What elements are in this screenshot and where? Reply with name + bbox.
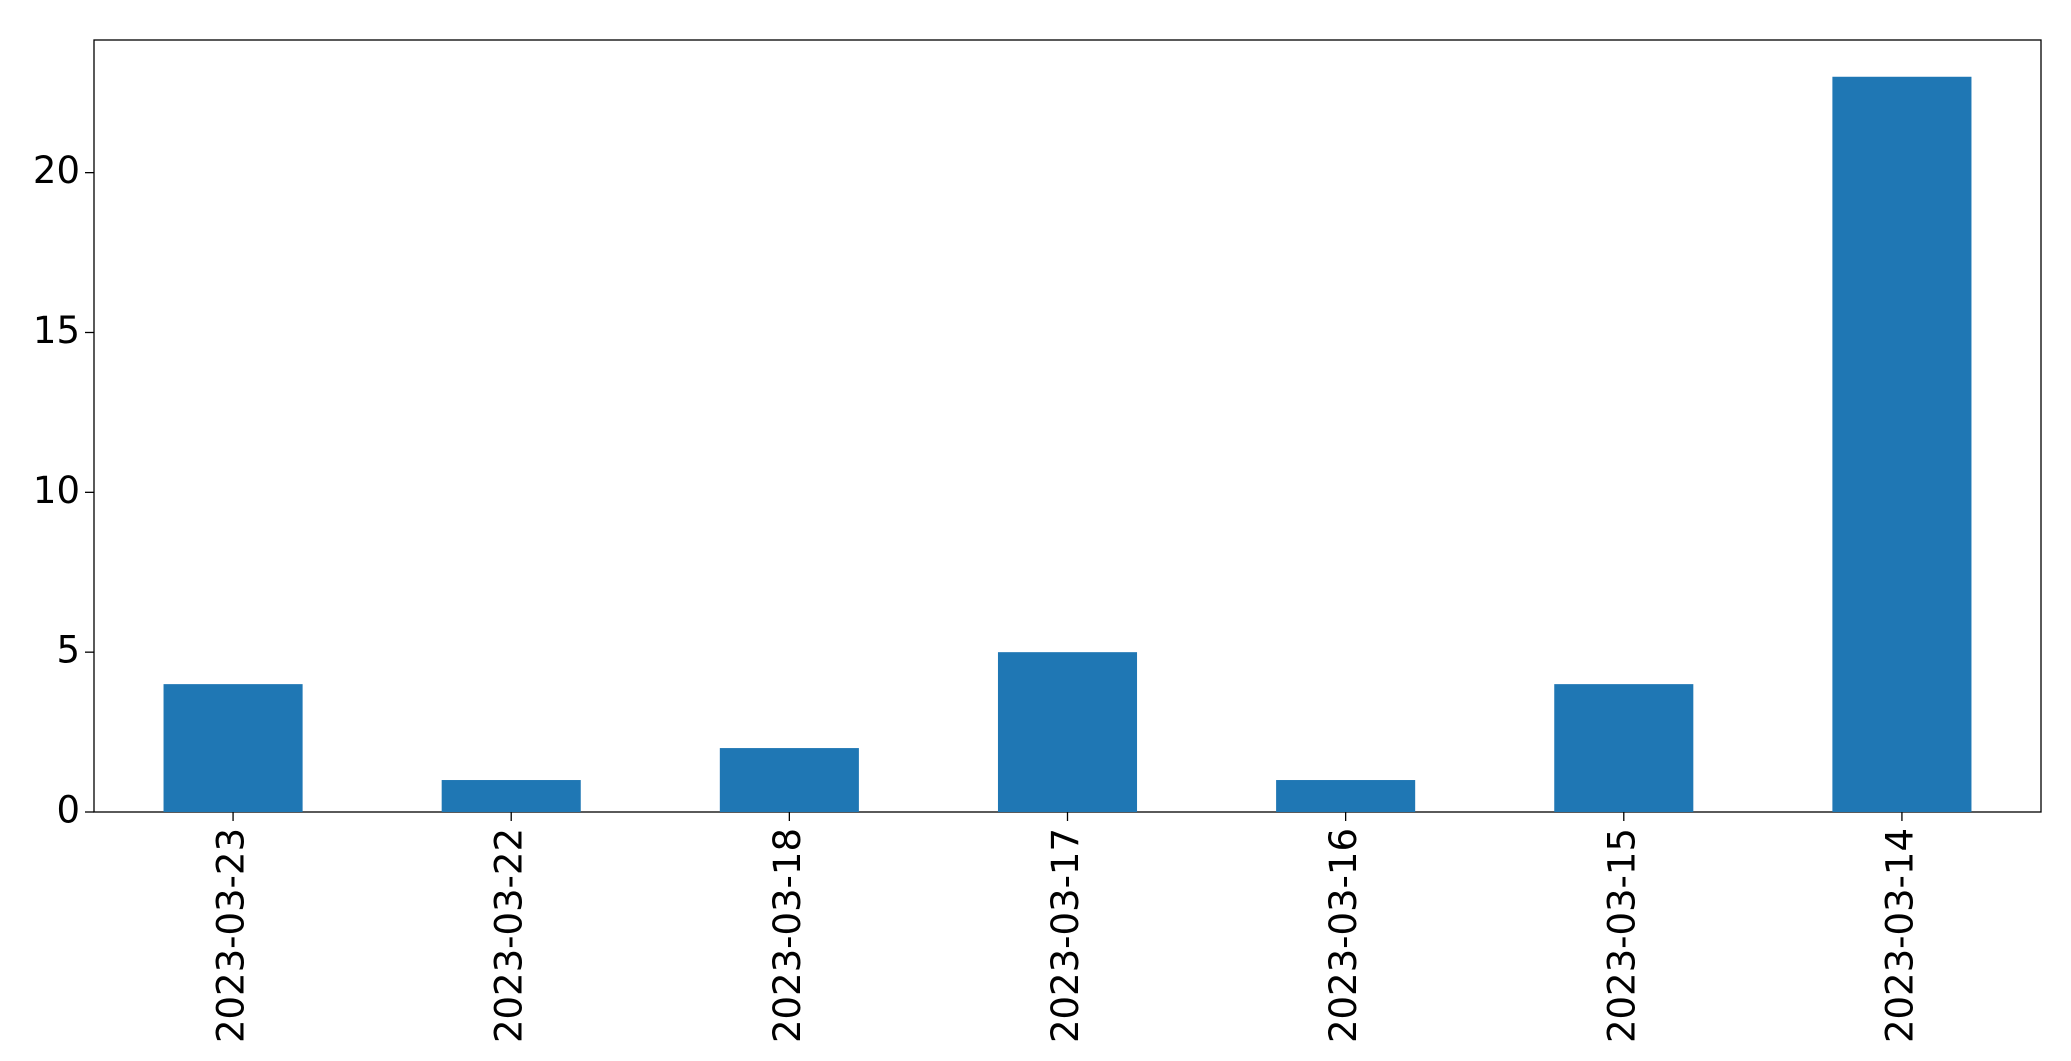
x-tick-label: 2023-03-17 [1044,828,1087,1043]
x-tick-label: 2023-03-14 [1878,828,1921,1043]
bar [997,652,1138,812]
y-tick-label: 20 [33,149,80,192]
y-tick-label: 0 [56,789,80,832]
x-tick-label: 2023-03-18 [766,828,809,1043]
bar [1832,76,1972,812]
x-tick-label: 2023-03-23 [210,828,253,1043]
bar [719,748,859,812]
x-tick-label: 2023-03-15 [1600,828,1643,1043]
bar [441,780,581,812]
bar [1554,684,1694,812]
y-tick-label: 15 [33,309,80,352]
x-tick-label: 2023-03-22 [488,828,531,1043]
bar [1276,780,1416,812]
y-tick-label: 5 [56,629,80,672]
y-tick-label: 10 [33,469,80,512]
bar [163,684,303,812]
x-tick-label: 2023-03-16 [1322,828,1365,1043]
